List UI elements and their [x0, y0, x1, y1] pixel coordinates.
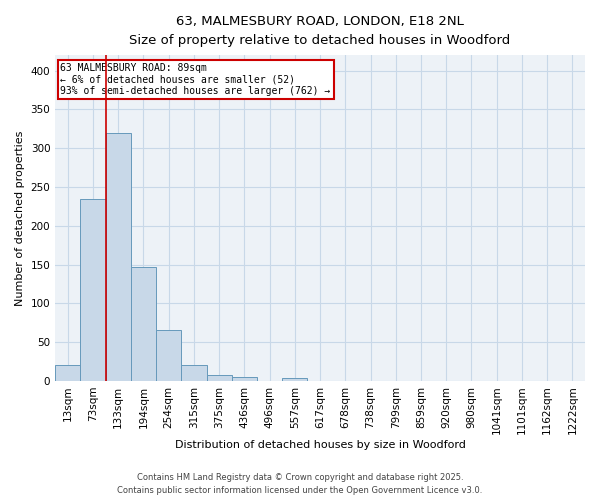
- Y-axis label: Number of detached properties: Number of detached properties: [15, 130, 25, 306]
- Bar: [232, 377, 257, 381]
- X-axis label: Distribution of detached houses by size in Woodford: Distribution of detached houses by size …: [175, 440, 466, 450]
- Title: 63, MALMESBURY ROAD, LONDON, E18 2NL
Size of property relative to detached house: 63, MALMESBURY ROAD, LONDON, E18 2NL Siz…: [130, 15, 511, 47]
- Text: 63 MALMESBURY ROAD: 89sqm
← 6% of detached houses are smaller (52)
93% of semi-d: 63 MALMESBURY ROAD: 89sqm ← 6% of detach…: [61, 64, 331, 96]
- Bar: [131, 267, 156, 381]
- Bar: [206, 374, 232, 381]
- Bar: [282, 378, 307, 381]
- Bar: [80, 198, 106, 381]
- Text: Contains HM Land Registry data © Crown copyright and database right 2025.
Contai: Contains HM Land Registry data © Crown c…: [118, 474, 482, 495]
- Bar: [156, 330, 181, 381]
- Bar: [106, 132, 131, 381]
- Bar: [181, 366, 206, 381]
- Bar: [55, 366, 80, 381]
